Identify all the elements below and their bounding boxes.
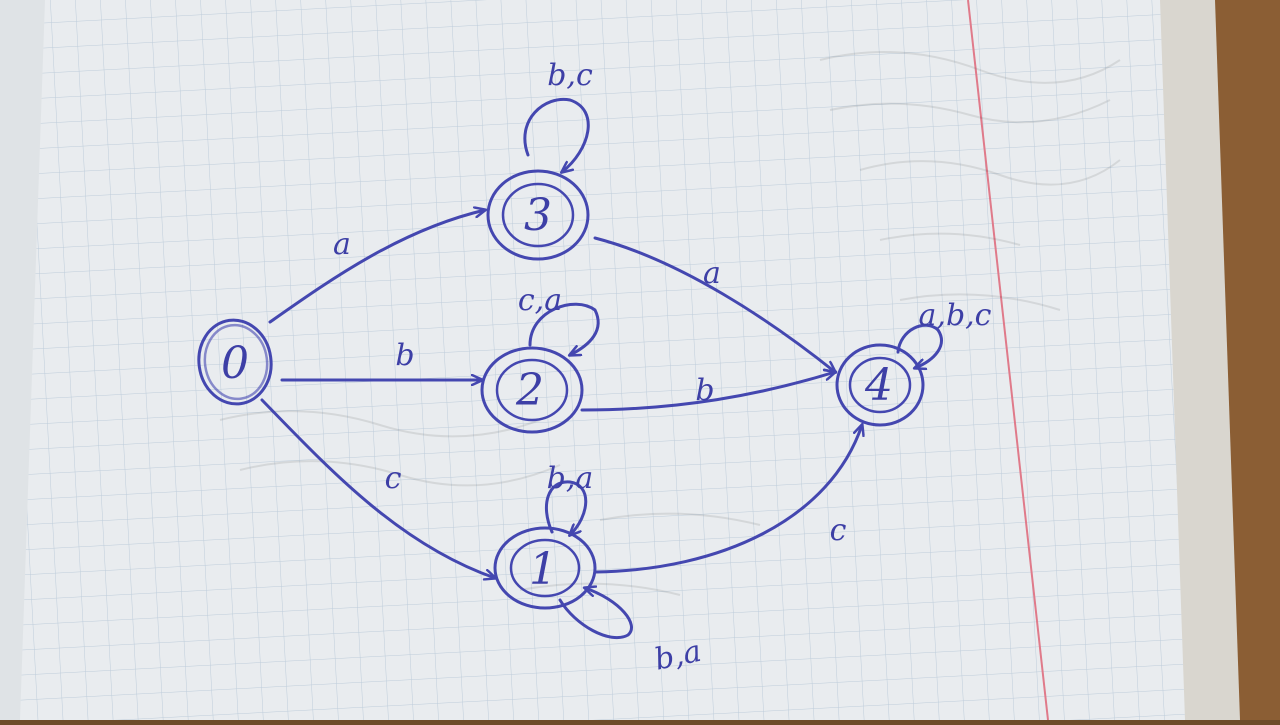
label-loop-1-top: b,a: [547, 461, 594, 496]
edge-1-to-4: [594, 425, 862, 574]
label-0-3: a: [333, 227, 351, 262]
state-1: 1: [493, 526, 597, 610]
loop-1-bottom: [558, 588, 633, 640]
edge-2-to-4: [580, 372, 835, 412]
loop-4: [896, 323, 943, 368]
label-loop-4: a,b,c: [919, 298, 992, 333]
state-2: 2: [480, 346, 584, 434]
state-0: 0: [197, 318, 273, 406]
margin-line: [967, 0, 1049, 721]
label-loop-3: b,c: [547, 58, 593, 93]
state-3-label: 3: [524, 190, 552, 241]
state-3: 3: [486, 169, 590, 261]
label-0-1: c: [385, 461, 402, 496]
state-4: 4: [835, 343, 925, 427]
loop-3: [523, 97, 590, 172]
edge-0-to-3: [268, 210, 485, 324]
state-4-label: 4: [864, 360, 893, 411]
label-0-2: b: [395, 338, 414, 373]
grid-paper: [20, 0, 1185, 720]
edge-3-to-4: [593, 236, 835, 372]
edge-0-to-1: [260, 398, 495, 578]
loop-2: [528, 302, 600, 355]
label-loop-2: c,a: [518, 283, 562, 318]
label-3-4: a: [703, 256, 721, 291]
loop-1-top: [544, 480, 588, 535]
label-1-4: c: [830, 513, 847, 548]
label-2-4: b: [695, 373, 714, 408]
state-0-label: 0: [221, 338, 249, 389]
state-2-label: 2: [515, 365, 544, 416]
state-1-label: 1: [529, 544, 557, 595]
show-through-writing: [219, 51, 1121, 596]
